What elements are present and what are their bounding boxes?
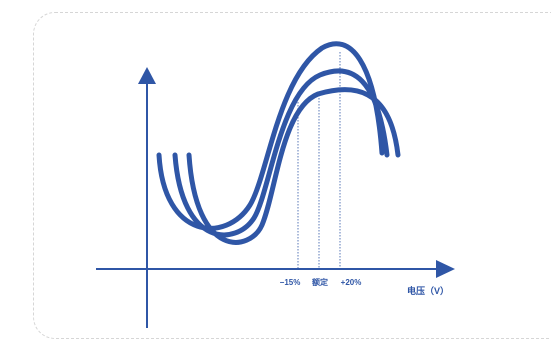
y-axis-arrow — [138, 67, 156, 84]
curve-outer — [156, 41, 385, 231]
marker-label-plus20: +20% — [341, 278, 362, 287]
x-axis-arrow — [436, 260, 455, 278]
marker-label-rated: 额定 — [312, 277, 328, 287]
curve-middle — [172, 68, 390, 238]
curve-inner — [186, 87, 401, 245]
marker-label-minus15: −15% — [280, 278, 301, 287]
diagram-card — [33, 12, 551, 339]
x-axis-title: 电压（V） — [407, 285, 449, 296]
